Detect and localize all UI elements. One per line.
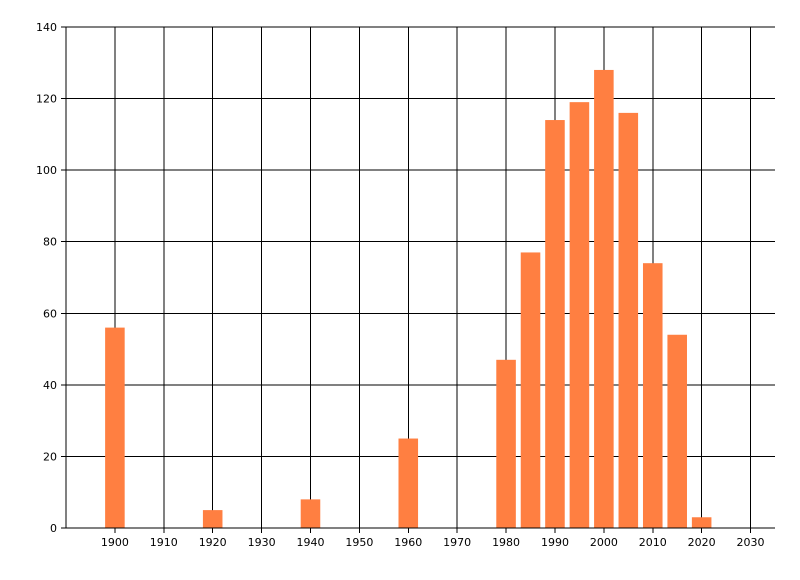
x-tick-label: 2010 [639, 536, 667, 549]
x-tick-label: 1920 [199, 536, 227, 549]
bar [618, 112, 639, 528]
bar [594, 69, 614, 528]
y-tick-label: 20 [43, 450, 57, 463]
y-tick-label: 140 [36, 21, 57, 34]
x-tick-label: 2020 [688, 536, 716, 549]
x-tick-label: 1970 [443, 536, 471, 549]
bars [105, 69, 712, 529]
bar [202, 510, 223, 528]
bar [667, 334, 687, 528]
bar [691, 517, 712, 528]
axes [61, 26, 775, 533]
bar [642, 263, 663, 528]
x-tick-label: 1900 [101, 536, 129, 549]
x-tick-label: 1990 [541, 536, 569, 549]
y-tick-label: 0 [50, 522, 57, 535]
x-tick-label: 1910 [150, 536, 178, 549]
bar [300, 499, 321, 528]
tick-labels: 0 20 40 60 80 100 120 140 1900 1910 1920 1930 1940 19… [36, 21, 765, 549]
y-tick-label: 120 [36, 93, 57, 106]
bar [569, 102, 590, 529]
bar [520, 252, 541, 528]
x-tick-label: 1930 [248, 536, 276, 549]
x-tick-label: 2030 [737, 536, 765, 549]
x-tick-label: 1980 [492, 536, 520, 549]
x-tick-label: 1950 [345, 536, 373, 549]
x-tick-label: 1940 [296, 536, 324, 549]
bar [398, 438, 419, 528]
x-tick-label: 1960 [394, 536, 422, 549]
y-tick-label: 100 [36, 164, 57, 177]
x-tick-label: 2000 [590, 536, 618, 549]
bar [105, 327, 125, 528]
y-tick-label: 80 [43, 236, 57, 249]
y-tick-label: 60 [43, 307, 57, 320]
bar [496, 359, 516, 528]
bar [545, 120, 565, 529]
y-tick-label: 40 [43, 379, 57, 392]
